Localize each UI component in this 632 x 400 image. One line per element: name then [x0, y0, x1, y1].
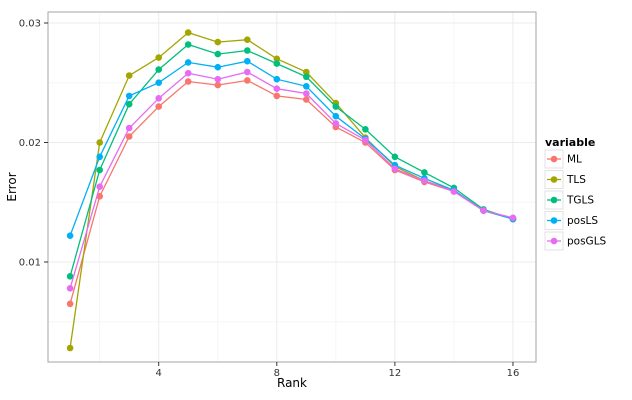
series-ML-point — [155, 103, 162, 110]
series-posLS-line — [69, 60, 514, 236]
x-axis-title: Rank — [277, 376, 307, 390]
legend-label: posLS — [567, 215, 598, 227]
legend-label: TGLS — [566, 195, 594, 207]
series-posLS-point — [125, 92, 133, 100]
x-tick-label: 4 — [156, 368, 162, 379]
series-posGLS-point — [184, 69, 192, 77]
series-posLS-point — [155, 79, 162, 86]
series-TGLS-point — [214, 50, 222, 58]
series-posGLS-point — [214, 75, 222, 83]
plot-panel — [48, 12, 536, 362]
series-TGLS-point — [391, 153, 399, 161]
series-TLS-point — [125, 72, 133, 79]
x-tick-label: 16 — [507, 368, 520, 379]
series-TLS-point — [303, 68, 310, 76]
series-TLS-point — [273, 55, 281, 63]
series-posGLS-point — [303, 90, 310, 97]
series-TGLS-point — [125, 100, 133, 108]
series-TGLS-point — [362, 126, 369, 133]
series-posGLS-line — [69, 71, 514, 289]
series-TGLS-point — [96, 166, 103, 174]
series-TLS-point — [96, 139, 103, 146]
x-tick-label: 12 — [389, 368, 402, 379]
series-ML-point — [303, 96, 310, 103]
series-TGLS-point — [184, 41, 192, 48]
series-TLS-point — [66, 344, 74, 352]
series-posGLS-point — [125, 124, 133, 132]
legend-label: ML — [567, 154, 582, 166]
series-ML-point — [184, 78, 192, 85]
series-posGLS-point — [421, 177, 428, 184]
legend-item-ML: ML — [544, 149, 582, 169]
series-TGLS-point — [273, 60, 281, 67]
series-posGLS-point — [96, 183, 103, 190]
series-TGLS-line — [69, 43, 514, 277]
x-tick-label: 8 — [274, 368, 280, 379]
legend-title: variable — [545, 136, 595, 149]
series-ML-point — [273, 92, 281, 100]
series-posGLS-point — [480, 207, 487, 214]
series-TGLS-point — [303, 73, 310, 81]
y-tick-label: 0.02 — [19, 138, 41, 149]
legend-key-point — [550, 196, 558, 204]
y-tick-label: 0.03 — [19, 18, 41, 29]
legend-key-point — [550, 217, 558, 224]
series-posGLS-point — [509, 214, 517, 222]
series-ML-point — [244, 77, 251, 84]
series-posLS-point — [96, 153, 103, 161]
series-posGLS-point — [362, 136, 369, 144]
legend-item-posGLS: posGLS — [544, 231, 607, 251]
series-TGLS-point — [155, 66, 162, 73]
legend-key-point — [550, 237, 558, 245]
panel-border — [47, 11, 537, 363]
series-ML-point — [66, 300, 74, 308]
legend-item-TLS: TLS — [544, 170, 586, 189]
y-tick-label: 0.01 — [19, 257, 41, 268]
series-posGLS-point — [244, 68, 251, 76]
series-posLS-point — [66, 232, 74, 239]
series-posLS-point — [303, 83, 310, 90]
legend-label: TLS — [566, 174, 586, 186]
series-TLS-point — [244, 36, 251, 43]
series-posLS-point — [273, 75, 281, 83]
series-TGLS-point — [421, 169, 428, 176]
series-TLS-point — [155, 54, 162, 61]
legend-label: posGLS — [567, 236, 607, 248]
series-posGLS-point — [450, 188, 458, 195]
series-TLS-point — [214, 38, 222, 46]
series-TGLS-point — [244, 47, 251, 54]
series-posGLS-point — [391, 165, 399, 173]
y-axis-title: Error — [5, 172, 19, 201]
series-posGLS-point — [155, 95, 162, 102]
series-ML-point — [214, 81, 222, 89]
series-posGLS-point — [273, 85, 281, 92]
legend-item-TGLS: TGLS — [544, 190, 594, 210]
series-ML-point — [125, 133, 133, 140]
series-posLS-point — [184, 59, 192, 66]
series-posLS-point — [332, 112, 340, 120]
series-posGLS-point — [332, 120, 340, 127]
series-posLS-point — [214, 63, 222, 71]
legend-item-posLS: posLS — [544, 211, 598, 230]
series-posGLS-point — [66, 285, 74, 292]
series-TGLS-point — [66, 273, 74, 280]
series-TLS-point — [184, 29, 192, 36]
series-TGLS-point — [332, 103, 340, 110]
series-posLS-point — [244, 57, 251, 65]
legend-key-point — [550, 155, 558, 163]
legend-key-point — [550, 176, 558, 183]
